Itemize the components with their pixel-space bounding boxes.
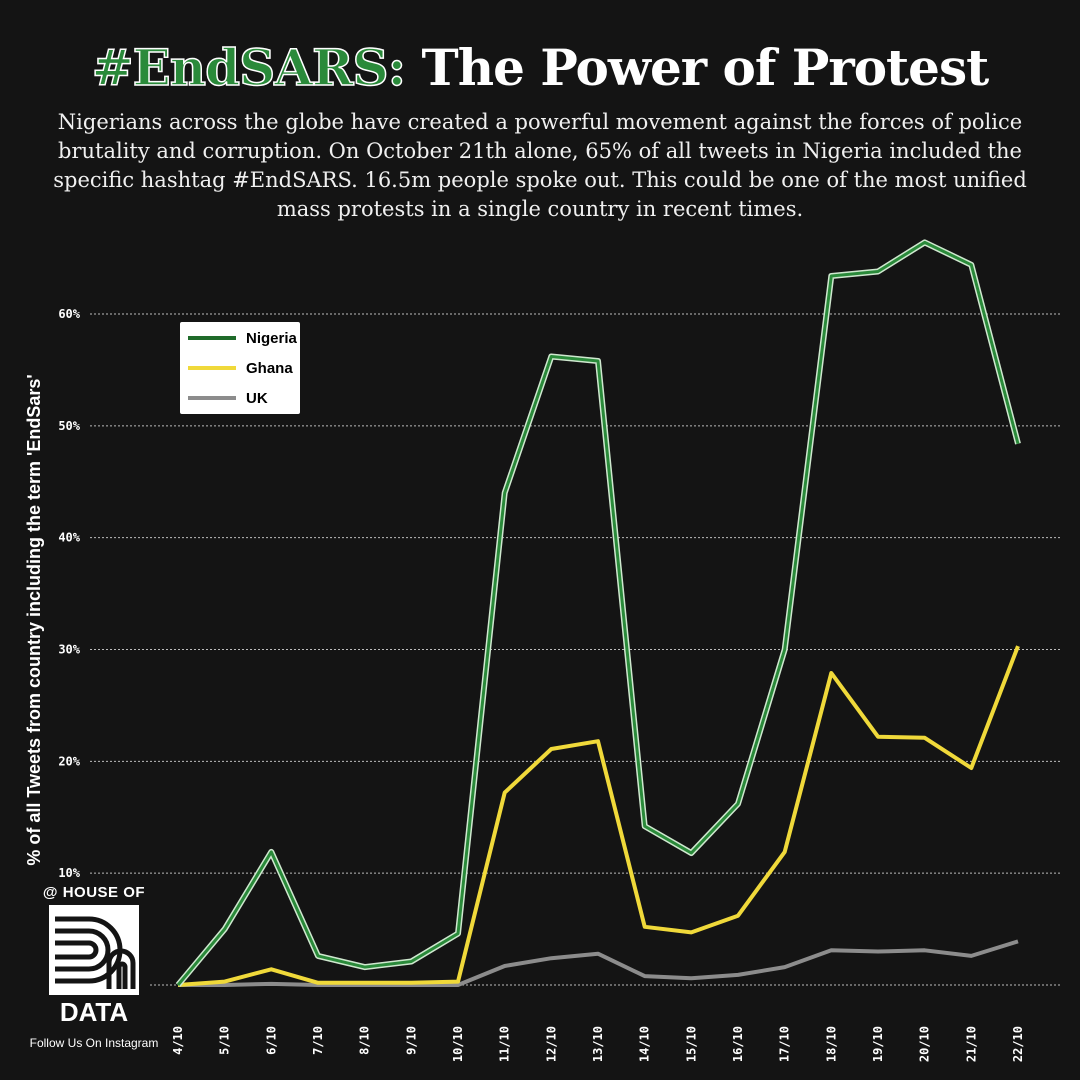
subtitle: Nigerians across the globe have created …: [53, 110, 1027, 221]
y-axis-label: % of all Tweets from country including t…: [24, 374, 44, 865]
x-tick-label: 8/10: [358, 1026, 372, 1055]
legend-label-ghana: Ghana: [246, 360, 293, 377]
x-tick-label: 7/10: [311, 1026, 325, 1055]
x-tick-label: 16/10: [731, 1026, 745, 1062]
page-title: #EndSARS: The Power of Protest: [0, 37, 1080, 98]
x-tick-label: 6/10: [264, 1026, 278, 1055]
y-tick-label: 60%: [58, 307, 80, 321]
series-lines: [175, 239, 1021, 987]
house-of-data-logo: [49, 905, 139, 995]
brand-name: DATA: [59, 997, 129, 1027]
x-tick-label: 12/10: [544, 1026, 558, 1062]
x-tick-labels: 4/10 5/10 6/10 7/10 8/10 9/10 10/10 11/10 12/10 1…: [171, 1026, 1025, 1062]
series-line-ghana: [177, 645, 1020, 987]
y-tick-label: 20%: [58, 754, 80, 768]
x-tick-label: 14/10: [638, 1026, 652, 1062]
x-tick-label: 9/10: [404, 1026, 418, 1055]
brand-block: @ HOUSE OF DATA Follow Us On Instagram: [14, 884, 174, 1050]
series-line-uk: [178, 939, 1019, 987]
x-tick-label: 21/10: [964, 1026, 978, 1062]
y-tick-label: 40%: [58, 531, 80, 545]
x-tick-label: 4/10: [171, 1026, 185, 1055]
series-line-nigeria: [176, 240, 1020, 986]
legend: Nigeria Ghana UK: [180, 322, 300, 414]
x-tick-label: 15/10: [684, 1026, 698, 1062]
y-tick-label: 50%: [58, 419, 80, 433]
y-tick-labels: 10% 20% 30% 40% 50% 60%: [58, 307, 80, 880]
follow-text: Follow Us On Instagram: [29, 1036, 159, 1050]
brand-top-text: @ HOUSE OF: [42, 884, 146, 901]
x-tick-label: 22/10: [1011, 1026, 1025, 1062]
y-tick-label: 30%: [58, 643, 80, 657]
x-tick-label: 19/10: [871, 1026, 885, 1062]
x-tick-label: 5/10: [218, 1026, 232, 1055]
legend-box: [180, 322, 300, 414]
x-tick-label: 20/10: [918, 1026, 932, 1062]
x-tick-label: 18/10: [824, 1026, 838, 1062]
x-tick-label: 10/10: [451, 1026, 465, 1062]
x-tick-label: 11/10: [498, 1026, 512, 1062]
x-tick-label: 13/10: [591, 1026, 605, 1062]
legend-label-uk: UK: [246, 390, 268, 407]
title-text: The Power of Protest: [405, 38, 990, 97]
legend-label-nigeria: Nigeria: [246, 330, 298, 347]
title-hashtag: #EndSARS:: [91, 37, 407, 98]
y-tick-label: 10%: [58, 866, 80, 880]
grid-lines: [90, 313, 1062, 986]
x-tick-label: 17/10: [778, 1026, 792, 1062]
